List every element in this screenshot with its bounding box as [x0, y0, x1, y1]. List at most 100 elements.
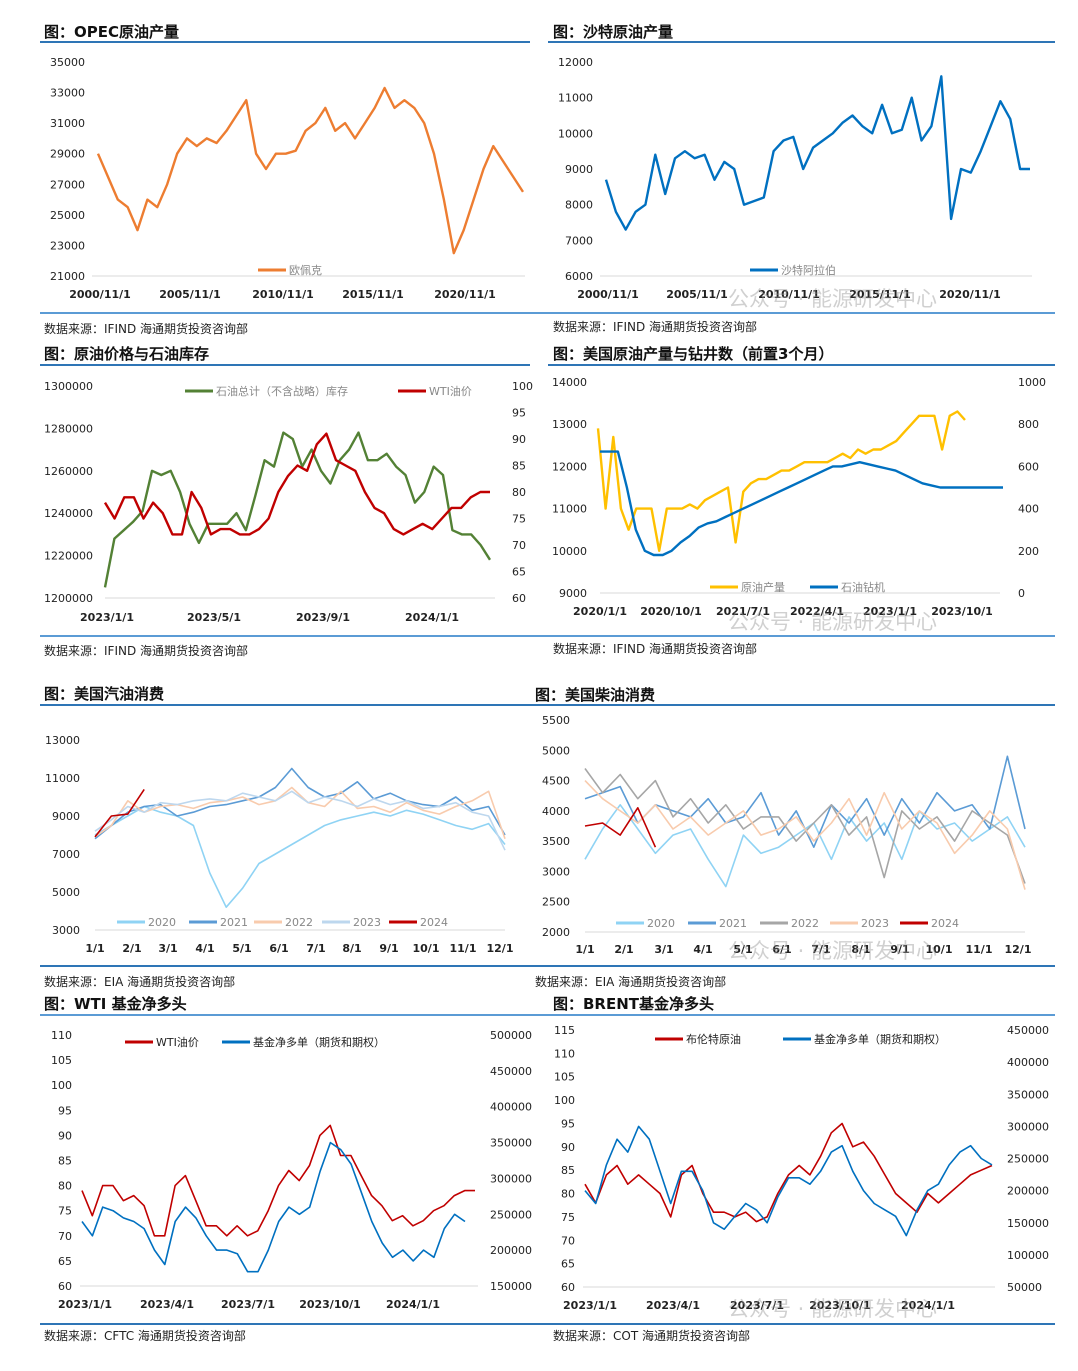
- data-source: 数据来源：IFIND 海通期货投资咨询部: [553, 642, 758, 656]
- y-tick-label: 1220000: [44, 550, 93, 563]
- x-tick-label: 2023/1/1: [563, 1299, 617, 1312]
- y2-tick-label: 75: [512, 513, 526, 526]
- legend-label: 2020: [148, 916, 176, 929]
- legend-label: 欧佩克: [289, 263, 322, 277]
- x-tick-label: 12/1: [1005, 943, 1032, 956]
- y-tick-label: 100: [554, 1094, 575, 1107]
- y-tick-label: 80: [561, 1188, 575, 1201]
- y-tick-label: 9000: [565, 163, 593, 176]
- series-line-石油总计（不含战略）库存: [103, 431, 492, 588]
- chart-3: 14000 13000 12000 11000 10000 9000 1000 800 600 4…: [552, 376, 1046, 618]
- x-tick-label: 3/1: [654, 943, 673, 956]
- y-tick-label: 13000: [45, 734, 80, 747]
- y2-tick-label: 400: [1018, 503, 1039, 516]
- y-tick-label: 80: [58, 1180, 72, 1193]
- y-tick-label: 3500: [542, 835, 570, 848]
- y-tick-label: 12000: [558, 56, 593, 69]
- series-line-布伦特原油: [584, 1122, 993, 1223]
- x-tick-label: 11/1: [450, 942, 477, 955]
- y2-tick-label: 65: [512, 566, 526, 579]
- divider: [40, 635, 1055, 637]
- x-tick-label: 2023/10/1: [299, 1298, 361, 1311]
- y-tick-label: 11000: [45, 772, 80, 785]
- y-tick-label: 105: [554, 1071, 575, 1084]
- y2-tick-label: 400000: [1007, 1056, 1049, 1069]
- y-tick-label: 1240000: [44, 507, 93, 520]
- x-tick-label: 2010/11/1: [252, 288, 314, 301]
- y-tick-label: 85: [58, 1155, 72, 1168]
- y2-tick-label: 250000: [1007, 1153, 1049, 1166]
- y2-tick-label: 150000: [1007, 1217, 1049, 1230]
- legend-label: 2021: [719, 917, 747, 930]
- y2-tick-label: 250000: [490, 1208, 532, 1221]
- legend-label: 2023: [353, 916, 381, 929]
- y-tick-label: 6000: [565, 270, 593, 283]
- legend-label: 2022: [791, 917, 819, 930]
- legend-label: 2022: [285, 916, 313, 929]
- divider: [40, 1323, 1055, 1325]
- y-tick-label: 23000: [50, 239, 85, 252]
- y2-tick-label: 100: [512, 380, 533, 393]
- y-tick-label: 4500: [542, 775, 570, 788]
- y-tick-label: 2000: [542, 926, 570, 939]
- y2-tick-label: 300000: [1007, 1120, 1049, 1133]
- y-tick-label: 85: [561, 1164, 575, 1177]
- y-tick-label: 105: [51, 1054, 72, 1067]
- divider: [40, 1014, 1055, 1016]
- chart-title: 图：BRENT基金净多头: [553, 995, 715, 1013]
- x-tick-label: 2020/1/1: [573, 605, 627, 618]
- y-tick-label: 1300000: [44, 380, 93, 393]
- x-tick-label: 11/1: [966, 943, 993, 956]
- x-tick-label: 8/1: [851, 943, 870, 956]
- y2-tick-label: 50000: [1007, 1281, 1042, 1294]
- legend-label: 2021: [220, 916, 248, 929]
- x-tick-label: 2/1: [122, 942, 141, 955]
- y2-tick-label: 200000: [490, 1244, 532, 1257]
- chart-5: 5500 5000 4500 4000 3500 3000 2500 2000 1/1 2/1 3/…: [542, 714, 1031, 956]
- legend-label: 原油产量: [741, 580, 785, 594]
- y2-tick-label: 95: [512, 407, 526, 420]
- y2-tick-label: 350000: [1007, 1088, 1049, 1101]
- series-line-基金净多单（期货和期权）: [81, 1141, 466, 1273]
- x-tick-label: 2000/11/1: [577, 288, 639, 301]
- x-tick-label: 8/1: [342, 942, 361, 955]
- series-line-2020: [584, 803, 1026, 888]
- y2-tick-label: 100000: [1007, 1249, 1049, 1262]
- y-tick-label: 10000: [558, 127, 593, 140]
- y-tick-label: 75: [58, 1205, 72, 1218]
- y-tick-label: 7000: [565, 234, 593, 247]
- divider: [548, 41, 1055, 43]
- chart-7: 115 110 105 100 95 90 85 80 75 70 65 60 450000 400000…: [554, 1024, 1049, 1312]
- x-tick-label: 2022/4/1: [790, 605, 844, 618]
- y2-tick-label: 0: [1018, 587, 1025, 600]
- series-line-基金净多单（期货和期权）: [584, 1125, 993, 1237]
- chart-title: 图：OPEC原油产量: [44, 23, 180, 41]
- series-line-WTI油价: [103, 432, 490, 536]
- x-tick-label: 2023/7/1: [221, 1298, 275, 1311]
- y-tick-label: 110: [554, 1047, 575, 1060]
- x-tick-label: 2024/1/1: [386, 1298, 440, 1311]
- y-tick-label: 95: [58, 1104, 72, 1117]
- chart-title: 图：美国原油产量与钻井数（前置3个月）: [553, 345, 834, 363]
- divider: [40, 41, 530, 43]
- y-tick-label: 90: [561, 1141, 575, 1154]
- divider: [530, 704, 1055, 706]
- y2-tick-label: 200000: [1007, 1185, 1049, 1198]
- y-tick-label: 21000: [50, 270, 85, 283]
- chart-2: 1300000 1280000 1260000 1240000 1220000 12000…: [44, 380, 533, 624]
- y2-tick-label: 600: [1018, 460, 1039, 473]
- y-tick-label: 3000: [52, 924, 80, 937]
- x-tick-label: 2005/11/1: [159, 288, 221, 301]
- y-tick-label: 110: [51, 1029, 72, 1042]
- series-line-原油产量: [596, 410, 966, 552]
- series-line-2024: [94, 788, 145, 838]
- y2-tick-label: 200: [1018, 545, 1039, 558]
- x-tick-label: 2023/5/1: [187, 611, 241, 624]
- y2-tick-label: 1000: [1018, 376, 1046, 389]
- y-tick-label: 100: [51, 1079, 72, 1092]
- data-source: 数据来源：COT 海通期货投资咨询部: [553, 1329, 750, 1343]
- y-tick-label: 2500: [542, 896, 570, 909]
- y2-tick-label: 450000: [490, 1065, 532, 1078]
- data-source: 数据来源：CFTC 海通期货投资咨询部: [44, 1329, 246, 1343]
